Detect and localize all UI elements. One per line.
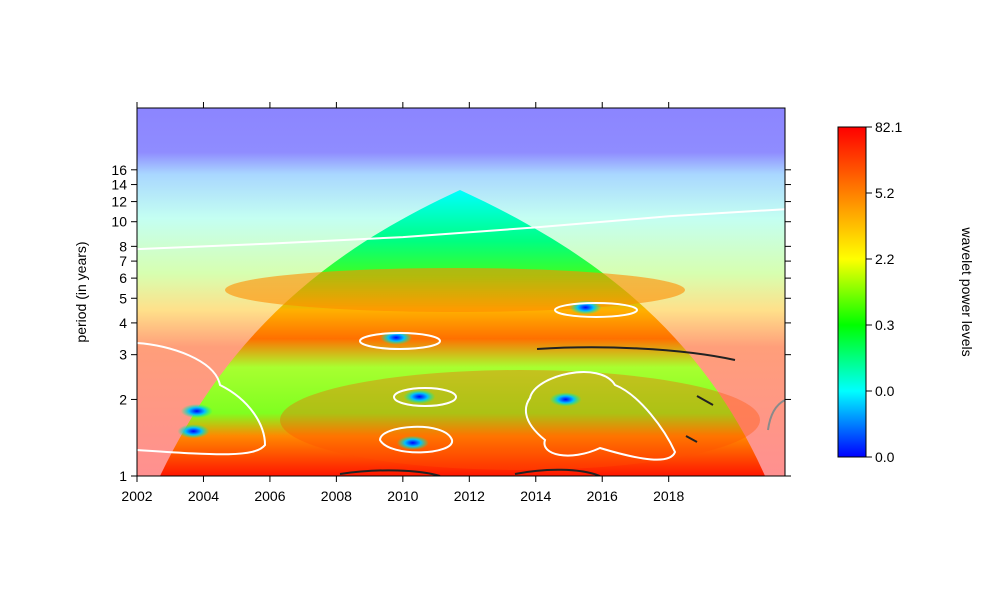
x-tick-label: 2004	[188, 488, 219, 504]
colorbar-tick-label: 0.3	[875, 317, 895, 333]
colorbar-tick-label: 82.1	[875, 119, 902, 135]
power-region	[180, 404, 213, 419]
x-tick-label: 2010	[387, 488, 418, 504]
power-region	[403, 389, 436, 404]
x-tick-label: 2012	[454, 488, 485, 504]
significance-contour	[514, 468, 601, 476]
y-tick-label: 2	[119, 391, 127, 407]
y-tick-label: 3	[119, 347, 127, 363]
significance-contour	[137, 342, 267, 456]
significance-contour	[378, 425, 453, 454]
x-tick-label: 2014	[520, 488, 551, 504]
y-tick-label: 14	[111, 177, 127, 193]
ridge-line	[137, 208, 785, 251]
significance-contour	[554, 302, 638, 318]
significance-contour	[696, 395, 714, 406]
y-tick-label: 8	[119, 238, 127, 254]
y-tick-label: 16	[111, 162, 127, 178]
y-tick-label: 6	[119, 270, 127, 286]
significance-contour	[524, 371, 677, 461]
significance-contour	[536, 346, 736, 361]
significance-contour	[393, 387, 457, 407]
significance-contour	[685, 435, 698, 443]
power-region	[549, 392, 582, 407]
x-tick-label: 2016	[587, 488, 618, 504]
colorbar-ticks: 0.0 0.0 0.3 2.2 5.2 82.1	[866, 119, 902, 465]
x-tick-label: 2006	[254, 488, 285, 504]
x-tick-label: 2018	[653, 488, 684, 504]
y-axis-label: period (in years)	[73, 241, 89, 342]
x-tick-label: 2002	[121, 488, 152, 504]
significance-contour	[767, 399, 785, 431]
y-tick-label: 7	[119, 253, 127, 269]
y-tick-label: 4	[119, 315, 127, 331]
y-tick-label: 5	[119, 290, 127, 306]
significance-contour	[339, 469, 441, 476]
colorbar-tick-label: 0.0	[875, 383, 895, 399]
x-tick-label: 2008	[321, 488, 352, 504]
y-tick-label: 12	[111, 194, 127, 210]
cone-of-influence	[160, 190, 765, 476]
power-region	[177, 424, 210, 439]
colorbar-tick-label: 5.2	[875, 185, 895, 201]
colorbar-tick-label: 0.0	[875, 449, 895, 465]
colorbar-label: wavelet power levels	[959, 226, 975, 356]
y-tick-label: 1	[119, 468, 127, 484]
power-region	[396, 435, 429, 450]
significance-contour	[359, 332, 441, 350]
x-axis: 2002 2004 2006 2008 2010 2012 2014 2016 2018	[121, 102, 684, 504]
colorbar-tick-label: 2.2	[875, 251, 895, 267]
y-tick-label: 10	[111, 214, 127, 230]
colorbar	[837, 126, 867, 458]
plot-frame	[136, 107, 786, 477]
